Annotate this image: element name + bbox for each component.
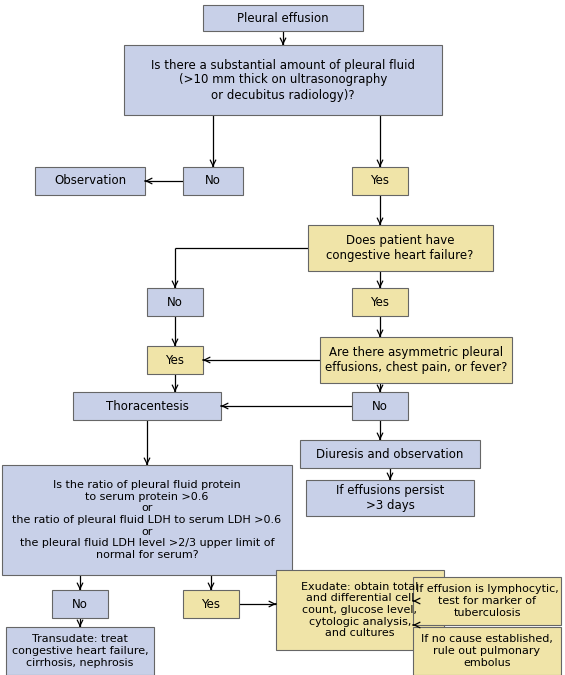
FancyBboxPatch shape xyxy=(147,346,203,374)
FancyBboxPatch shape xyxy=(73,392,221,420)
Text: Pleural effusion: Pleural effusion xyxy=(237,11,329,24)
FancyBboxPatch shape xyxy=(413,577,561,625)
FancyBboxPatch shape xyxy=(413,627,561,675)
Text: Are there asymmetric pleural
effusions, chest pain, or fever?: Are there asymmetric pleural effusions, … xyxy=(325,346,507,374)
Text: Is there a substantial amount of pleural fluid
(>10 mm thick on ultrasonography
: Is there a substantial amount of pleural… xyxy=(151,59,415,101)
FancyBboxPatch shape xyxy=(6,627,154,675)
FancyBboxPatch shape xyxy=(352,167,408,195)
FancyBboxPatch shape xyxy=(300,440,480,468)
FancyBboxPatch shape xyxy=(306,480,474,516)
Text: Yes: Yes xyxy=(166,354,185,367)
Text: Observation: Observation xyxy=(54,175,126,188)
Text: Yes: Yes xyxy=(202,597,220,610)
Text: Diuresis and observation: Diuresis and observation xyxy=(316,448,464,460)
FancyBboxPatch shape xyxy=(203,5,363,31)
FancyBboxPatch shape xyxy=(35,167,145,195)
Text: No: No xyxy=(372,400,388,412)
FancyBboxPatch shape xyxy=(352,288,408,316)
FancyBboxPatch shape xyxy=(183,167,243,195)
FancyBboxPatch shape xyxy=(147,288,203,316)
Text: Thoracentesis: Thoracentesis xyxy=(106,400,189,412)
Text: Yes: Yes xyxy=(371,175,389,188)
Text: Is the ratio of pleural fluid protein
to serum protein >0.6
or
the ratio of pleu: Is the ratio of pleural fluid protein to… xyxy=(12,480,281,560)
Text: If effusion is lymphocytic,
test for marker of
tuberculosis: If effusion is lymphocytic, test for mar… xyxy=(416,585,558,618)
Text: Exudate: obtain total
and differential cell
count, glucose level,
cytologic anal: Exudate: obtain total and differential c… xyxy=(301,582,419,638)
Text: No: No xyxy=(72,597,88,610)
Text: No: No xyxy=(167,296,183,308)
FancyBboxPatch shape xyxy=(307,225,493,271)
Text: Does patient have
congestive heart failure?: Does patient have congestive heart failu… xyxy=(327,234,473,262)
FancyBboxPatch shape xyxy=(276,570,444,650)
Text: Yes: Yes xyxy=(371,296,389,308)
Text: No: No xyxy=(205,175,221,188)
FancyBboxPatch shape xyxy=(352,392,408,420)
FancyBboxPatch shape xyxy=(124,45,442,115)
Text: If effusions persist
>3 days: If effusions persist >3 days xyxy=(336,484,444,512)
FancyBboxPatch shape xyxy=(183,590,239,618)
Text: If no cause established,
rule out pulmonary
embolus: If no cause established, rule out pulmon… xyxy=(421,634,553,668)
FancyBboxPatch shape xyxy=(2,465,292,575)
Text: Transudate: treat
congestive heart failure,
cirrhosis, nephrosis: Transudate: treat congestive heart failu… xyxy=(12,634,148,668)
FancyBboxPatch shape xyxy=(52,590,108,618)
FancyBboxPatch shape xyxy=(320,337,512,383)
